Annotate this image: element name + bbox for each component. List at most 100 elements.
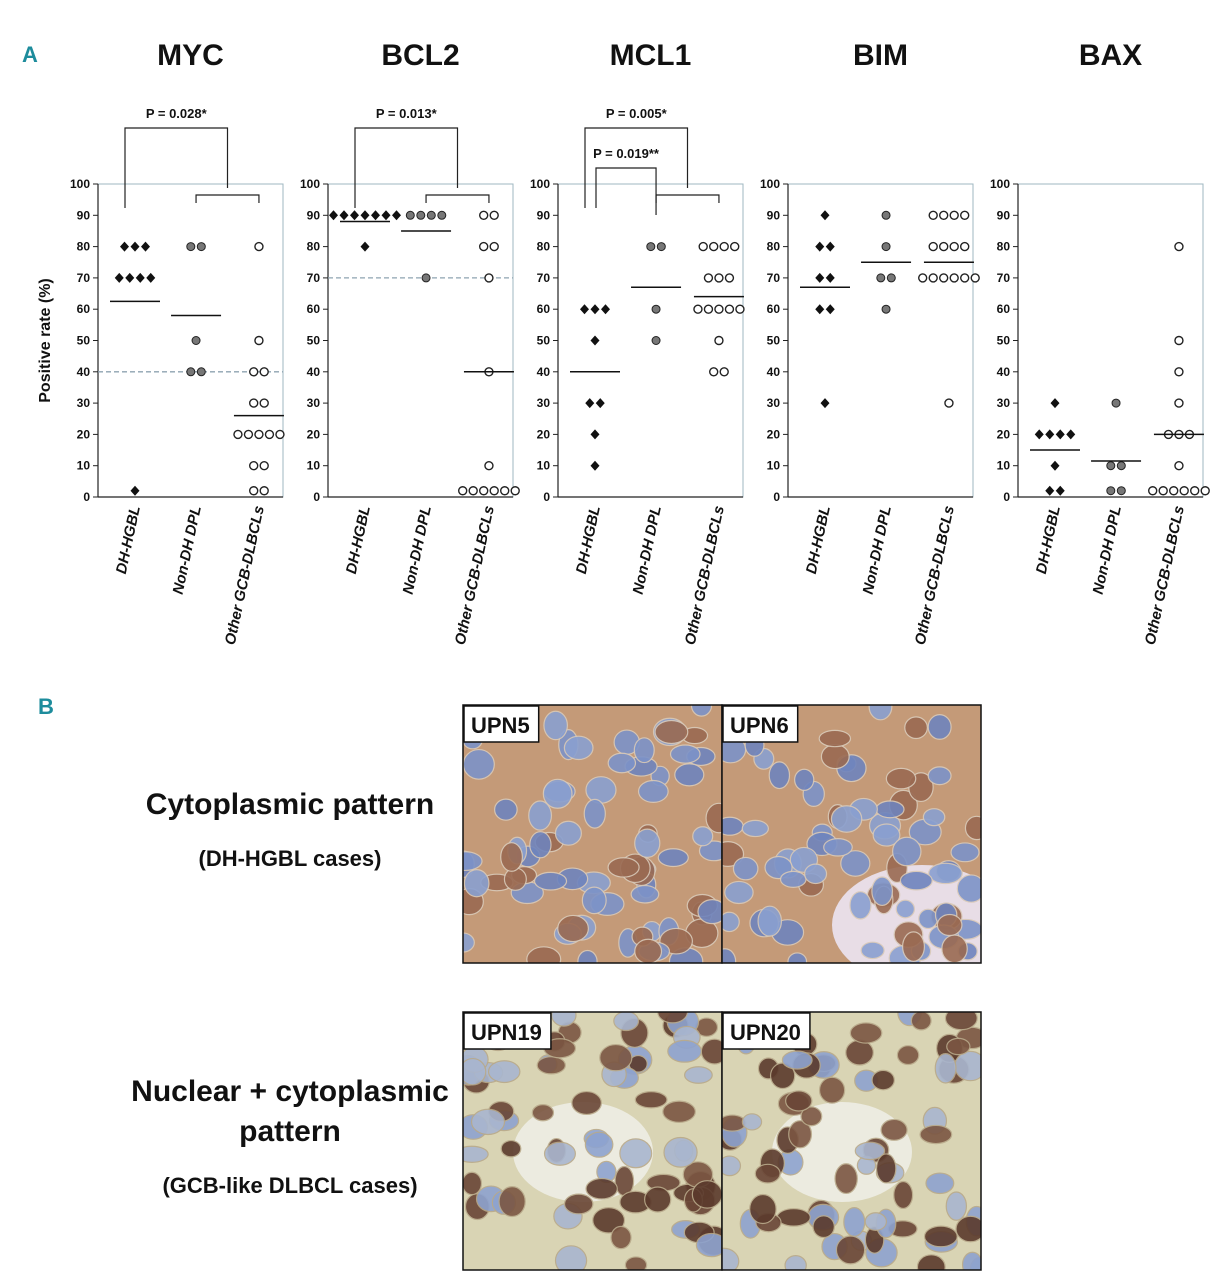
cell-nucleus [722,1247,740,1270]
data-point [468,486,478,496]
data-point [714,335,724,346]
data-point [130,241,140,252]
x-tick-label: DH-HGBL [113,504,144,575]
y-tick-label: 20 [537,427,551,441]
y-tick-label: 10 [537,459,551,473]
data-point [1189,486,1200,496]
data-point [254,241,264,252]
cell-nucleus [724,880,754,905]
data-point [590,460,600,471]
cell-nucleus [543,1141,576,1166]
data-point [815,241,825,252]
cell-nucleus [528,800,553,831]
y-tick-label: 0 [543,490,550,504]
y-tick-label: 20 [997,427,1011,441]
data-point [939,241,949,252]
data-point [458,486,468,496]
y-tick-label: 100 [300,177,320,191]
data-point [371,210,380,221]
data-point [275,429,285,440]
cell-nucleus [500,1139,522,1158]
data-point [590,304,600,315]
data-point [886,273,896,283]
y-tick-label: 100 [530,177,550,191]
cell-nucleus [910,1012,932,1031]
cell-nucleus [946,1037,971,1056]
data-point [960,273,970,283]
cell-nucleus [781,1050,813,1070]
y-tick-label: 20 [77,427,91,441]
y-tick-label: 30 [307,396,321,410]
cell-nucleus [487,1060,521,1084]
data-point [820,398,830,409]
cell-nucleus [794,768,815,791]
data-point [1111,398,1121,408]
significance-bracket [595,167,657,215]
data-point [1034,429,1044,440]
cell-nucleus [592,1207,626,1234]
y-tick-label: 100 [990,177,1010,191]
y-tick-label: 50 [77,334,91,348]
cell-nucleus [891,836,922,867]
data-point [1050,398,1060,409]
data-point [186,367,196,377]
cell-nucleus [896,1045,920,1066]
cell-nucleus [585,776,617,804]
data-point [329,210,338,221]
cell-nucleus [607,857,640,878]
data-point [709,367,719,377]
cell-nucleus [893,1180,914,1210]
cell-nucleus [554,1245,588,1270]
y-tick-label: 20 [307,427,321,441]
cell-nucleus [768,761,791,790]
data-point [651,336,661,345]
cell-nucleus [722,1155,742,1177]
data-point [960,210,970,221]
data-point [405,210,415,220]
data-point [825,241,835,252]
data-point [928,273,938,283]
x-tick-label: Other GCB-DLBCLs [222,504,268,646]
data-point [196,242,206,252]
data-point [1158,486,1168,496]
data-point [191,336,201,345]
cell-nucleus [922,808,946,827]
cell-nucleus [741,819,769,838]
data-point [590,429,600,440]
data-point [489,241,499,252]
chart-title: BCL2 [381,39,459,72]
panel-label: A [22,42,38,67]
data-point [196,367,206,377]
data-point [1055,485,1065,496]
x-tick-label: Other GCB-DLBCLs [452,504,498,646]
cell-nucleus [923,1225,958,1248]
y-tick-label: 80 [77,240,91,254]
case-label-box [463,705,540,743]
cell-nucleus [936,913,963,937]
y-tick-label: 0 [1003,490,1010,504]
cell-nucleus [895,899,916,919]
y-tick-label: 80 [537,240,551,254]
cell-nucleus [925,1172,955,1195]
data-point [120,241,129,252]
data-point [1045,485,1055,496]
data-point [724,273,735,283]
cell-nucleus [860,941,885,960]
y-tick-label: 100 [70,177,90,191]
cell-nucleus [644,1186,672,1213]
cell-nucleus [619,1138,653,1169]
data-point [735,304,745,314]
data-point [426,210,436,220]
cell-nucleus [964,815,981,841]
data-point [484,273,494,283]
cell-nucleus [463,1057,487,1086]
data-point [479,241,489,252]
cell-nucleus [722,948,737,963]
data-point [489,486,499,496]
y-tick-label: 30 [997,396,1011,410]
y-tick-label: 80 [997,240,1011,254]
cell-nucleus [669,744,701,764]
cell-nucleus [785,1090,813,1112]
y-tick-label: 30 [537,396,551,410]
data-point [248,461,259,471]
